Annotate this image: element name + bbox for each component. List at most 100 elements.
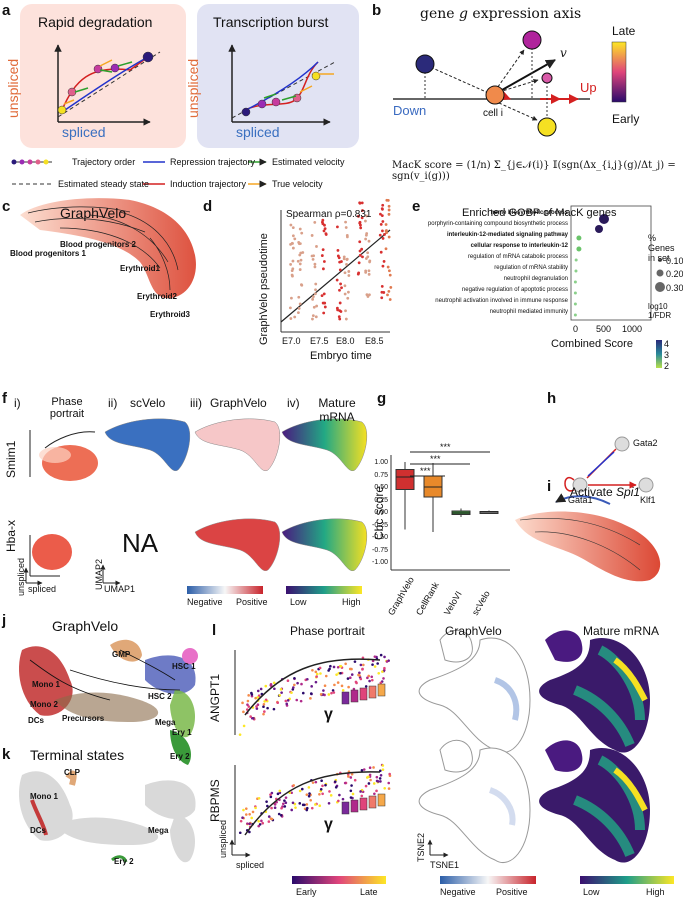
d-point — [358, 249, 362, 253]
d-point — [343, 292, 347, 296]
legend-steady-state: Estimated steady state — [58, 179, 150, 189]
l-point — [305, 793, 309, 796]
l-point — [364, 784, 368, 788]
d-point — [358, 201, 362, 205]
d-point — [383, 233, 386, 236]
d-point — [381, 264, 385, 268]
g-ytick-4: 0.00 — [374, 509, 388, 516]
d-point — [321, 267, 325, 271]
l-point — [359, 677, 363, 681]
down-label: Down — [393, 103, 427, 118]
d-point — [339, 310, 343, 313]
size-legend-010 — [658, 258, 662, 262]
j-gmp: GMP — [112, 650, 131, 659]
l-point — [256, 696, 259, 699]
l-point — [373, 665, 377, 668]
l-gamma-box — [377, 793, 386, 807]
f-head-scvelo: scVelo — [130, 396, 166, 410]
d-point — [291, 234, 295, 238]
go-term-8: neutrophil activation involved in immune… — [435, 298, 568, 304]
l-point — [257, 824, 260, 828]
f-neg: Negative — [187, 597, 223, 607]
l-point — [262, 705, 265, 709]
d-point — [340, 286, 343, 290]
g-ylabel: Cbc score — [372, 485, 386, 540]
panel-label-j: j — [2, 612, 7, 629]
d-point — [379, 250, 383, 254]
l-pos: Positive — [496, 887, 528, 897]
d-point — [346, 296, 350, 300]
d-point — [381, 220, 385, 223]
l-point — [284, 801, 288, 805]
l-gamma-box — [368, 795, 377, 809]
l-point — [341, 688, 345, 692]
l-high: High — [646, 887, 665, 897]
l-point — [311, 668, 314, 672]
l-point — [286, 699, 290, 702]
d-point — [293, 237, 297, 241]
j-hsc2: HSC 2 — [148, 692, 172, 701]
l-point — [311, 781, 315, 784]
l-point — [307, 794, 311, 798]
f-na: NA — [122, 528, 159, 558]
l-point — [333, 683, 336, 687]
j-mono1: Mono 1 — [32, 680, 60, 689]
d-point — [344, 226, 348, 229]
l-point — [269, 793, 272, 796]
low-high-colorbar-l — [580, 876, 674, 884]
legend-repression: Repression trajectory — [170, 157, 256, 167]
l-point — [309, 692, 313, 695]
l-point — [351, 792, 355, 796]
d-point — [311, 257, 315, 261]
d-point — [337, 315, 341, 319]
d-point — [365, 214, 369, 218]
d-point — [291, 226, 295, 230]
l-head-graphvelo: GraphVelo — [445, 624, 502, 638]
go-dot-2 — [576, 235, 582, 241]
l-xlabel: spliced — [236, 860, 265, 870]
k-ery2: Ery 2 — [114, 857, 134, 866]
j-ery1: Ery 1 — [172, 728, 192, 737]
go-dot-6 — [573, 280, 577, 284]
l-point — [263, 710, 266, 713]
l-point — [379, 681, 383, 685]
l-gamma-box — [350, 689, 359, 703]
l-point — [269, 683, 273, 686]
f-umap1: UMAP1 — [104, 584, 136, 594]
l-point — [281, 802, 285, 806]
l-point — [369, 778, 372, 782]
l-point — [241, 816, 244, 820]
d-point — [297, 295, 301, 299]
f-umap2: UMAP2 — [94, 558, 104, 590]
l-point — [321, 792, 324, 796]
gene-smim1: Smim1 — [4, 440, 18, 478]
legend-induction: Induction trajectory — [170, 179, 247, 189]
l-point — [371, 663, 374, 666]
d-point — [345, 258, 349, 261]
e-ctick-4: 4 — [664, 339, 670, 349]
l-point — [361, 667, 364, 671]
low-high-colorbar-f — [286, 586, 362, 594]
l-gamma-box — [359, 797, 368, 811]
f-sub-iii: iii) — [190, 396, 202, 410]
d-point — [310, 254, 314, 258]
l-point — [336, 681, 340, 684]
l-point — [250, 691, 253, 695]
j-precursors: Precursors — [62, 714, 105, 723]
l-ylabel: unspliced — [218, 819, 228, 858]
box-0 — [395, 469, 415, 490]
f-sub-iv: iv) — [287, 396, 300, 410]
l-point — [248, 822, 251, 826]
l-point — [377, 671, 381, 675]
go-term-0: heme biosynthetic process — [490, 210, 568, 216]
l-point — [291, 801, 295, 805]
l-point — [381, 670, 384, 673]
go-dot-7 — [573, 291, 577, 295]
l-point — [315, 672, 319, 676]
d-point — [301, 251, 305, 254]
b-title: gene g expression axis — [420, 6, 582, 22]
l-point — [362, 768, 366, 771]
d-point — [366, 251, 370, 255]
l-point — [339, 671, 342, 675]
